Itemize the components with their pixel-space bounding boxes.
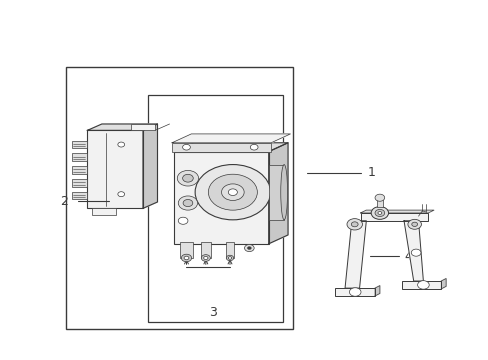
Polygon shape [403, 221, 423, 281]
Circle shape [182, 144, 190, 150]
Polygon shape [374, 285, 379, 296]
Circle shape [221, 184, 244, 201]
Circle shape [244, 244, 254, 252]
Polygon shape [440, 279, 445, 289]
Bar [172, 143, 270, 152]
Circle shape [374, 194, 384, 201]
Circle shape [417, 281, 428, 289]
Polygon shape [142, 124, 157, 208]
Bar [131, 124, 155, 130]
Circle shape [250, 144, 258, 150]
Circle shape [118, 142, 124, 147]
Bar [72, 179, 87, 187]
Bar [225, 242, 234, 258]
Circle shape [228, 257, 231, 259]
Circle shape [183, 199, 192, 207]
Circle shape [182, 174, 193, 182]
Bar [174, 152, 268, 244]
Circle shape [346, 219, 362, 230]
Bar [65, 67, 292, 329]
Circle shape [411, 222, 417, 226]
Circle shape [118, 192, 124, 197]
Polygon shape [268, 143, 287, 244]
Circle shape [181, 254, 191, 262]
Circle shape [203, 256, 207, 260]
Bar [72, 192, 87, 199]
Polygon shape [360, 210, 433, 213]
Circle shape [247, 247, 251, 249]
Circle shape [201, 255, 210, 261]
Circle shape [350, 222, 357, 227]
Bar [360, 213, 427, 221]
Bar [401, 281, 440, 289]
Circle shape [177, 170, 198, 186]
Text: 1: 1 [367, 166, 375, 179]
Bar [147, 95, 283, 322]
Bar [376, 198, 382, 207]
Bar [72, 166, 87, 174]
Polygon shape [87, 124, 157, 130]
Text: 2: 2 [60, 195, 68, 208]
Circle shape [410, 249, 420, 256]
Bar [72, 141, 87, 148]
Circle shape [349, 288, 360, 296]
Text: 4: 4 [403, 250, 411, 263]
Circle shape [228, 189, 237, 195]
Circle shape [195, 165, 270, 220]
Circle shape [183, 256, 188, 260]
Circle shape [178, 196, 197, 210]
Bar [92, 208, 116, 215]
Circle shape [377, 212, 381, 215]
Ellipse shape [280, 165, 287, 220]
Circle shape [407, 219, 421, 229]
Bar [180, 242, 192, 258]
Bar [87, 130, 142, 208]
Polygon shape [174, 143, 287, 152]
Bar [268, 165, 284, 220]
Bar [335, 288, 374, 296]
Bar [200, 242, 211, 258]
Polygon shape [172, 134, 290, 143]
Circle shape [208, 174, 257, 210]
Polygon shape [345, 221, 366, 288]
Bar [72, 153, 87, 161]
Text: 3: 3 [209, 306, 217, 319]
Circle shape [370, 207, 388, 219]
Circle shape [226, 255, 233, 261]
Circle shape [374, 210, 384, 216]
Circle shape [178, 217, 187, 224]
